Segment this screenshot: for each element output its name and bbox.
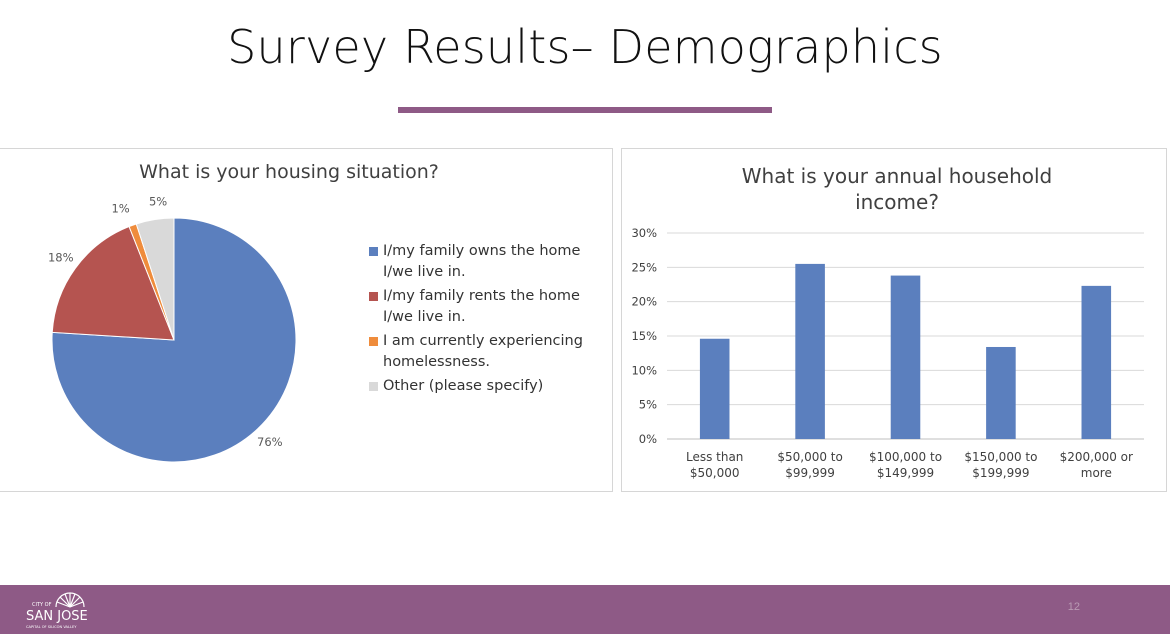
legend-label: I/my family owns the home <box>383 243 581 259</box>
legend-label: Other (please specify) <box>383 378 544 394</box>
income-bar <box>986 346 1016 439</box>
legend-label: I/my family rents the home <box>383 288 580 304</box>
housing-pie-chart: 76% 18% 1% 5% <box>48 195 297 463</box>
y-tick-label: 15% <box>631 329 657 343</box>
x-tick-label: $200,000 or <box>1060 450 1133 464</box>
logo-line2: SAN JOSE <box>26 609 88 624</box>
x-tick-label: $199,999 <box>972 466 1029 480</box>
logo-line1: CITY OF <box>32 602 52 608</box>
page-number: 12 <box>1067 601 1080 613</box>
income-bar <box>1081 285 1112 439</box>
legend-item: I/my family owns the home I/we live in. <box>369 241 599 283</box>
x-tick-label: Less than <box>686 450 743 464</box>
y-tick-label: 30% <box>631 226 657 240</box>
income-chart-title-line1: What is your annual household <box>741 164 1053 188</box>
income-chart-title-line2: income? <box>855 190 939 214</box>
income-chart-title: What is your annual household income? <box>682 163 1112 215</box>
pie-slice <box>135 217 175 341</box>
y-tick-label: 10% <box>631 363 657 377</box>
x-tick-label: more <box>1081 466 1112 480</box>
housing-legend: I/my family owns the home I/we live in. I/… <box>369 241 599 400</box>
x-tick-label: $99,999 <box>785 466 835 480</box>
housing-chart-panel: What is your housing situation? 76% 18% 1%… <box>0 148 613 492</box>
legend-swatch <box>369 292 378 301</box>
legend-item: I/my family rents the home I/we live in. <box>369 286 599 328</box>
legend-item: I am currently experiencing homelessness. <box>369 331 599 373</box>
income-bar-chart: 0% 5% 10% 15% 20% 25% 30% Less than $50,000 $50,0… <box>631 226 1144 480</box>
x-tick-label: $149,999 <box>877 466 934 480</box>
y-tick-label: 25% <box>631 260 657 274</box>
pie-slice <box>51 225 175 341</box>
pie-data-label: 1% <box>111 201 129 215</box>
pie-data-label: 18% <box>48 251 74 265</box>
income-chart-panel: What is your annual household income? 0%… <box>621 148 1167 492</box>
legend-label: I/we live in. <box>383 309 466 325</box>
x-tick-label: $100,000 to <box>869 450 942 464</box>
income-bar <box>890 275 921 439</box>
income-bar <box>699 338 730 439</box>
x-tick-label: $50,000 to <box>777 450 842 464</box>
title-underline <box>398 107 772 113</box>
y-tick-label: 5% <box>639 398 657 412</box>
slide-title: Survey Results– Demographics <box>227 20 943 74</box>
legend-swatch <box>369 382 378 391</box>
city-of-san-jose-logo: CITY OF SAN JOSE CAPITAL OF SILICON VALL… <box>26 592 88 629</box>
legend-label: homelessness. <box>383 354 490 370</box>
income-bar <box>795 263 825 439</box>
legend-swatch <box>369 337 378 346</box>
x-tick-label: $150,000 to <box>964 450 1037 464</box>
legend-label: I/we live in. <box>383 264 466 280</box>
y-tick-label: 0% <box>639 432 657 446</box>
legend-label: I am currently experiencing <box>383 333 583 349</box>
footer-bar: CITY OF SAN JOSE CAPITAL OF SILICON VALL… <box>0 585 1170 634</box>
x-tick-label: $50,000 <box>690 466 740 480</box>
logo-line3: CAPITAL OF SILICON VALLEY <box>26 625 77 629</box>
housing-chart-title: What is your housing situation? <box>139 161 439 183</box>
pie-data-label: 5% <box>149 195 167 209</box>
legend-swatch <box>369 247 378 256</box>
pie-data-label: 76% <box>257 435 283 449</box>
y-tick-label: 20% <box>631 295 657 309</box>
legend-item: Other (please specify) <box>369 376 599 397</box>
